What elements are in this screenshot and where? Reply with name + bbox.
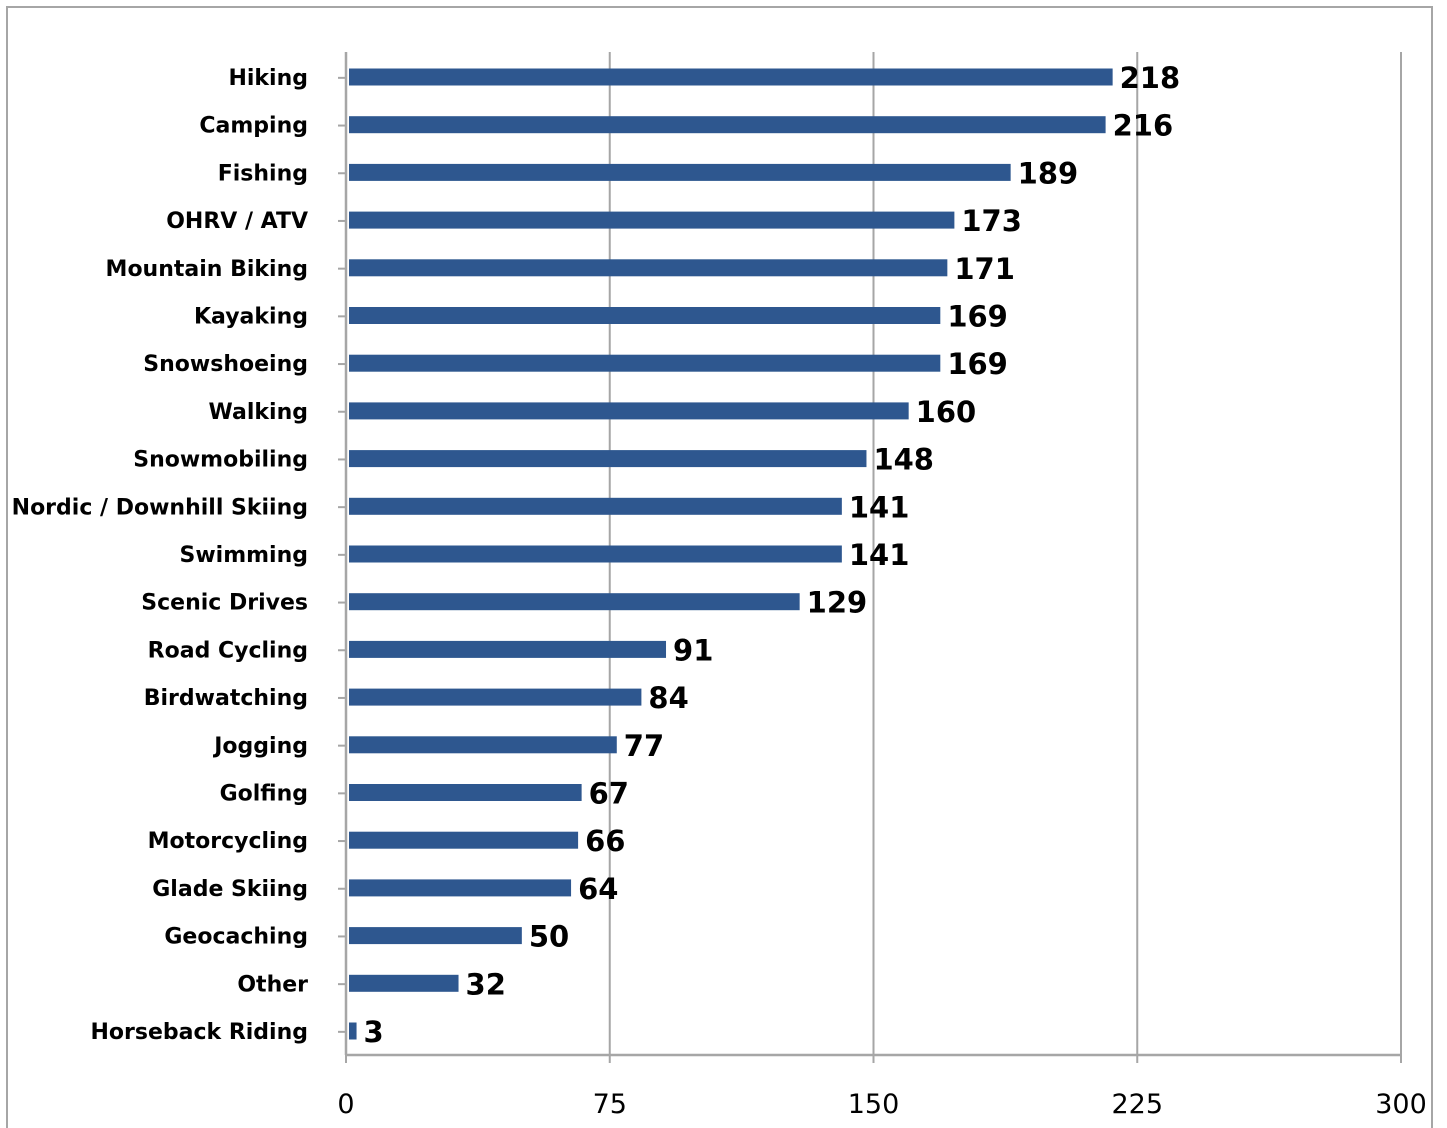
x-tick-label: 225 bbox=[1111, 1089, 1163, 1120]
bar-road-cycling bbox=[349, 640, 667, 658]
bar-jogging bbox=[349, 736, 617, 754]
data-label: 189 bbox=[1018, 156, 1079, 190]
data-label: 77 bbox=[624, 729, 664, 763]
data-label: 64 bbox=[578, 872, 618, 906]
data-label: 91 bbox=[673, 633, 713, 667]
chart-frame bbox=[6, 6, 1433, 1128]
data-label: 141 bbox=[849, 538, 910, 572]
data-label: 84 bbox=[648, 681, 688, 715]
bar-camping bbox=[349, 116, 1106, 134]
data-label: 129 bbox=[807, 586, 868, 620]
bar-scenic-drives bbox=[349, 593, 800, 611]
data-label: 173 bbox=[961, 204, 1022, 238]
category-label: Geocaching bbox=[164, 925, 308, 950]
bar-other bbox=[349, 974, 459, 992]
bar-horseback-riding bbox=[349, 1022, 357, 1040]
x-tick-label: 300 bbox=[1375, 1089, 1427, 1120]
category-label: Swimming bbox=[179, 543, 308, 568]
bar-motorcycling bbox=[349, 831, 579, 849]
category-label: Jogging bbox=[212, 734, 308, 759]
bar-nordic-downhill-skiing bbox=[349, 497, 842, 515]
category-label: Birdwatching bbox=[144, 686, 308, 711]
bar-mountain-biking bbox=[349, 259, 948, 277]
category-label: Motorcycling bbox=[148, 829, 308, 854]
category-label: Snowshoeing bbox=[143, 352, 308, 377]
category-label: Scenic Drives bbox=[141, 591, 308, 616]
bar-kayaking bbox=[349, 307, 941, 324]
category-label: Walking bbox=[209, 400, 308, 425]
bar-ohrv-atv bbox=[349, 211, 955, 229]
data-label: 32 bbox=[466, 967, 506, 1001]
bar-geocaching bbox=[349, 927, 522, 945]
bar-walking bbox=[349, 402, 909, 420]
category-label: Road Cycling bbox=[148, 638, 308, 663]
data-label: 141 bbox=[849, 490, 910, 524]
category-label: Other bbox=[237, 972, 308, 997]
data-label: 216 bbox=[1113, 109, 1174, 143]
labels: 0 75 150 225 300 Hiking 218 Camping 216 Fishing 18… bbox=[12, 61, 1427, 1120]
data-label: 148 bbox=[873, 443, 934, 477]
data-label: 218 bbox=[1120, 61, 1181, 95]
x-tick-label: 150 bbox=[848, 1089, 900, 1120]
bar-snowmobiling bbox=[349, 450, 867, 468]
category-label: OHRV / ATV bbox=[166, 209, 308, 234]
category-label: Camping bbox=[199, 114, 308, 139]
data-label: 171 bbox=[954, 252, 1015, 286]
bar-birdwatching bbox=[349, 688, 642, 706]
data-label: 67 bbox=[589, 777, 629, 811]
data-label: 169 bbox=[947, 347, 1008, 381]
category-label: Snowmobiling bbox=[133, 448, 308, 473]
category-label: Hiking bbox=[228, 66, 308, 91]
category-label: Fishing bbox=[218, 161, 308, 186]
bar-fishing bbox=[349, 163, 1011, 181]
data-label: 169 bbox=[947, 300, 1008, 334]
category-label: Horseback Riding bbox=[91, 1020, 309, 1045]
category-label: Golfing bbox=[220, 782, 308, 807]
category-label: Kayaking bbox=[194, 305, 308, 330]
category-label: Mountain Biking bbox=[106, 257, 308, 282]
axes bbox=[338, 52, 1402, 1063]
bar-snowshoeing bbox=[349, 354, 941, 372]
x-tick-label: 0 bbox=[337, 1089, 354, 1120]
bar-hiking bbox=[349, 68, 1113, 86]
bar-swimming bbox=[349, 545, 842, 563]
category-label: Nordic / Downhill Skiing bbox=[12, 495, 308, 520]
x-tick-label: 75 bbox=[593, 1089, 627, 1120]
data-label: 3 bbox=[364, 1015, 384, 1049]
bar-golfing bbox=[349, 784, 582, 801]
data-label: 160 bbox=[916, 395, 977, 429]
category-label: Glade Skiing bbox=[152, 877, 308, 902]
data-label: 66 bbox=[585, 824, 625, 858]
data-label: 50 bbox=[529, 920, 569, 954]
bars bbox=[349, 68, 1113, 1040]
bar-glade-skiing bbox=[349, 879, 572, 897]
